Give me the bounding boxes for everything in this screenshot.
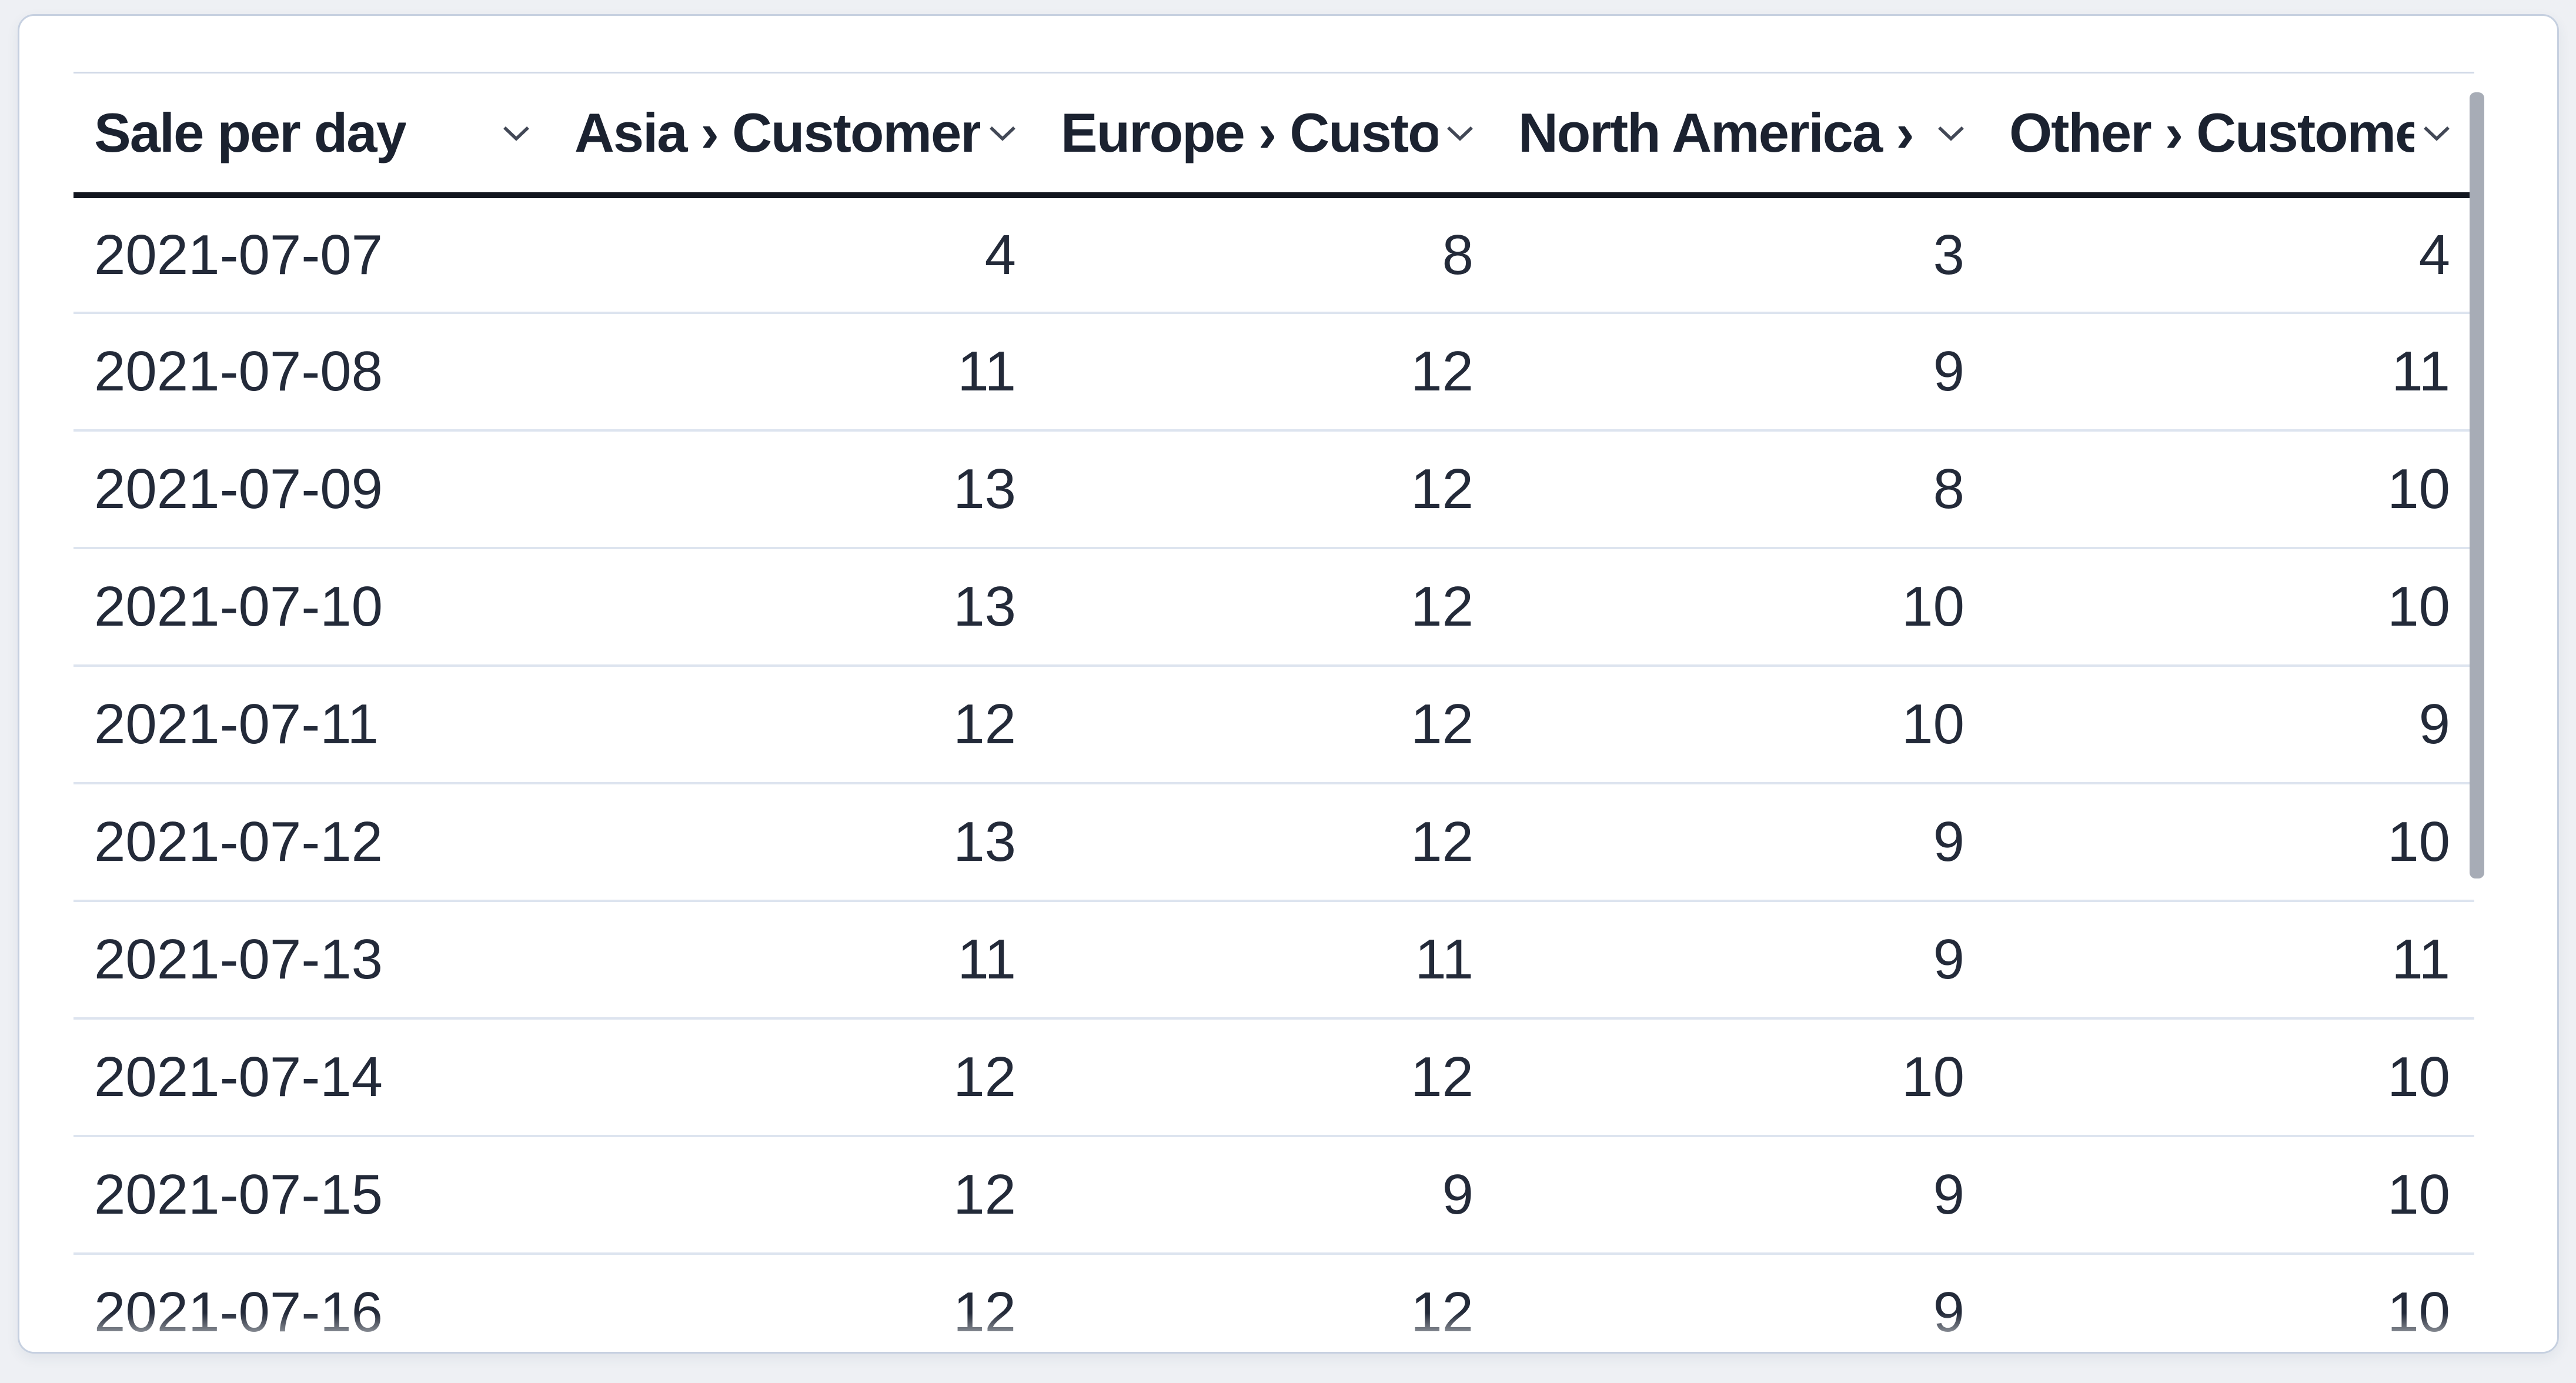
value-cell[interactable]: 12 (554, 1018, 1040, 1137)
value-cell[interactable]: 9 (1498, 313, 1989, 432)
table-row: 2021-07-07 4 8 3 4 (73, 195, 2474, 314)
table-card: Sale per day Asia › Customers Europe › Cus… (18, 14, 2559, 1354)
value-cell[interactable]: 12 (1040, 548, 1498, 667)
value-cell[interactable]: 12 (1040, 783, 1498, 902)
value-cell[interactable]: 11 (1989, 313, 2474, 432)
value-cell[interactable]: 9 (1498, 901, 1989, 1020)
value-cell[interactable]: 10 (1989, 1254, 2474, 1352)
table-row: 2021-07-09 13 12 8 10 (73, 430, 2474, 549)
value-cell[interactable]: 11 (1989, 901, 2474, 1020)
date-cell[interactable]: 2021-07-09 (73, 430, 554, 549)
table-row: 2021-07-14 12 12 10 10 (73, 1018, 2474, 1137)
value-cell[interactable]: 13 (554, 783, 1040, 902)
date-cell[interactable]: 2021-07-12 (73, 783, 554, 902)
column-header-label: Other › Customers (2009, 102, 2414, 163)
table-header: Sale per day Asia › Customers Europe › Cus… (73, 72, 2474, 198)
table-row: 2021-07-13 11 11 9 11 (73, 901, 2474, 1020)
column-header-europe-customers[interactable]: Europe › Customers (1040, 72, 1498, 198)
date-cell[interactable]: 2021-07-15 (73, 1136, 554, 1255)
value-cell[interactable]: 12 (1040, 313, 1498, 432)
value-cell[interactable]: 11 (1040, 901, 1498, 1020)
value-cell[interactable]: 12 (554, 1136, 1040, 1255)
value-cell[interactable]: 8 (1040, 195, 1498, 314)
date-cell[interactable]: 2021-07-07 (73, 195, 554, 314)
value-cell[interactable]: 13 (554, 548, 1040, 667)
table-scroll-area[interactable]: Sale per day Asia › Customers Europe › Cus… (73, 72, 2496, 1352)
date-cell[interactable]: 2021-07-16 (73, 1254, 554, 1352)
column-header-asia-customers[interactable]: Asia › Customers (554, 72, 1040, 198)
value-cell[interactable]: 12 (1040, 430, 1498, 549)
value-cell[interactable]: 9 (1040, 1136, 1498, 1255)
value-cell[interactable]: 10 (1989, 430, 2474, 549)
chevron-down-icon[interactable] (2414, 124, 2451, 142)
table-row: 2021-07-11 12 12 10 9 (73, 666, 2474, 784)
date-cell[interactable]: 2021-07-11 (73, 666, 554, 784)
value-cell[interactable]: 10 (1989, 1018, 2474, 1137)
value-cell[interactable]: 10 (1498, 548, 1989, 667)
column-header-north-america-customers[interactable]: North America › Customers (1498, 72, 1989, 198)
value-cell[interactable]: 3 (1498, 195, 1989, 314)
date-cell[interactable]: 2021-07-14 (73, 1018, 554, 1137)
table-body: 2021-07-07 4 8 3 4 2021-07-08 11 12 9 11 2021-07-0… (73, 195, 2474, 1352)
data-table: Sale per day Asia › Customers Europe › Cus… (73, 72, 2474, 1352)
value-cell[interactable]: 12 (1040, 666, 1498, 784)
value-cell[interactable]: 12 (1040, 1254, 1498, 1352)
value-cell[interactable]: 10 (1989, 783, 2474, 902)
chevron-down-icon[interactable] (980, 124, 1017, 142)
value-cell[interactable]: 4 (554, 195, 1040, 314)
value-cell[interactable]: 10 (1989, 1136, 2474, 1255)
table-row: 2021-07-08 11 12 9 11 (73, 313, 2474, 432)
column-header-other-customers[interactable]: Other › Customers (1989, 72, 2474, 198)
value-cell[interactable]: 4 (1989, 195, 2474, 314)
value-cell[interactable]: 9 (1498, 1136, 1989, 1255)
value-cell[interactable]: 13 (554, 430, 1040, 549)
date-cell[interactable]: 2021-07-10 (73, 548, 554, 667)
date-cell[interactable]: 2021-07-08 (73, 313, 554, 432)
value-cell[interactable]: 10 (1989, 548, 2474, 667)
value-cell[interactable]: 9 (1498, 783, 1989, 902)
column-header-label: Europe › Customers (1061, 102, 1438, 163)
value-cell[interactable]: 8 (1498, 430, 1989, 549)
column-header-label: Sale per day (94, 102, 406, 163)
value-cell[interactable]: 9 (1498, 1254, 1989, 1352)
column-header-label: Asia › Customers (574, 102, 980, 163)
header-row: Sale per day Asia › Customers Europe › Cus… (73, 72, 2474, 198)
chevron-down-icon[interactable] (1438, 124, 1474, 142)
value-cell[interactable]: 11 (554, 901, 1040, 1020)
value-cell[interactable]: 12 (1040, 1018, 1498, 1137)
table-row: 2021-07-16 12 12 9 10 (73, 1254, 2474, 1352)
value-cell[interactable]: 10 (1498, 666, 1989, 784)
value-cell[interactable]: 12 (554, 666, 1040, 784)
table-row: 2021-07-12 13 12 9 10 (73, 783, 2474, 902)
value-cell[interactable]: 12 (554, 1254, 1040, 1352)
value-cell[interactable]: 11 (554, 313, 1040, 432)
value-cell[interactable]: 9 (1989, 666, 2474, 784)
table-row: 2021-07-10 13 12 10 10 (73, 548, 2474, 667)
column-header-label: North America › Customers (1518, 102, 1929, 163)
chevron-down-icon[interactable] (494, 124, 530, 142)
column-header-sale-per-day[interactable]: Sale per day (73, 72, 554, 198)
value-cell[interactable]: 10 (1498, 1018, 1989, 1137)
date-cell[interactable]: 2021-07-13 (73, 901, 554, 1020)
chevron-down-icon[interactable] (1929, 124, 1965, 142)
vertical-scrollbar-thumb[interactable] (2470, 92, 2484, 878)
table-row: 2021-07-15 12 9 9 10 (73, 1136, 2474, 1255)
